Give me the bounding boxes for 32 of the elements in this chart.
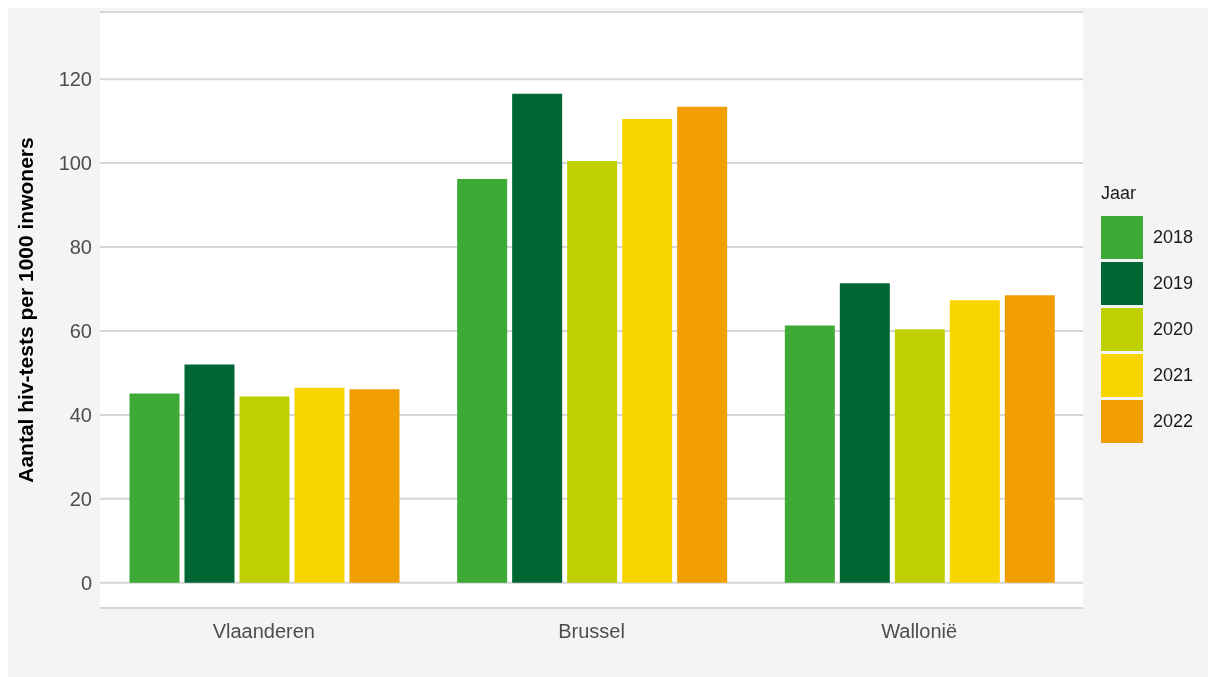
bar bbox=[349, 389, 400, 583]
bar bbox=[457, 179, 508, 583]
y-tick-label: 60 bbox=[69, 320, 92, 343]
legend-label: 2022 bbox=[1153, 410, 1194, 432]
y-tick-label: 100 bbox=[58, 152, 92, 175]
bar bbox=[784, 325, 835, 583]
bar bbox=[894, 329, 945, 583]
y-axis-title: Aantal hiv-tests per 1000 inwoners bbox=[14, 137, 38, 483]
y-tick-label: 0 bbox=[80, 571, 92, 594]
bar bbox=[677, 106, 728, 583]
legend-title: Jaar bbox=[1101, 183, 1137, 204]
bar bbox=[622, 119, 673, 583]
bar bbox=[512, 93, 563, 583]
bar bbox=[949, 300, 1000, 583]
y-tick-label: 120 bbox=[58, 68, 92, 91]
bar bbox=[1004, 295, 1055, 583]
bar bbox=[839, 283, 890, 583]
bar bbox=[567, 161, 618, 583]
legend-label: 2019 bbox=[1153, 272, 1194, 294]
x-tick-label: Brussel bbox=[558, 620, 625, 643]
x-tick-label: Wallonië bbox=[881, 620, 958, 643]
y-tick-label: 80 bbox=[69, 236, 92, 259]
legend-label: 2020 bbox=[1153, 318, 1194, 340]
y-tick-label: 20 bbox=[69, 487, 92, 510]
bar bbox=[294, 387, 345, 583]
legend-label: 2021 bbox=[1153, 364, 1194, 386]
bar bbox=[184, 364, 235, 583]
y-tick-label: 40 bbox=[69, 404, 92, 427]
x-tick-label: Vlaanderen bbox=[212, 620, 315, 643]
bar bbox=[239, 396, 290, 583]
bar bbox=[129, 393, 180, 583]
legend-label: 2018 bbox=[1153, 226, 1194, 248]
